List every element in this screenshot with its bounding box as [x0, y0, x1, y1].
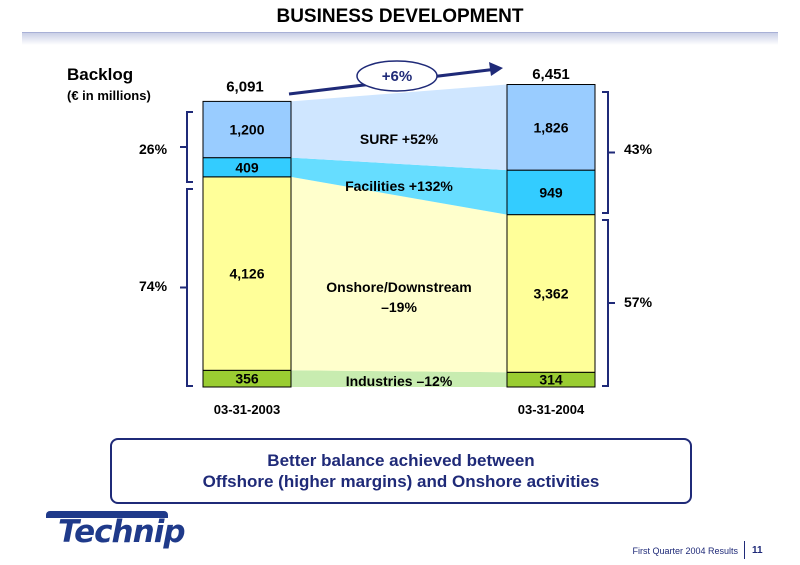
chart-subtitle: (€ in millions): [67, 88, 151, 103]
data-label: 314: [539, 372, 563, 388]
data-label: 1,826: [533, 119, 568, 135]
band-onshore-downstream: [291, 176, 507, 373]
share-label: 74%: [139, 278, 168, 294]
bar-segment: [506, 84, 596, 171]
share-label: 43%: [624, 141, 653, 157]
x-tick-label: 03-31-2004: [518, 402, 585, 417]
total-label: 6,451: [532, 66, 570, 83]
x-tick-label: 03-31-2003: [214, 402, 281, 417]
band-label-industries: Industries –12%: [346, 373, 453, 389]
bar-segment: [202, 100, 292, 159]
share-label: 26%: [139, 141, 168, 157]
brace-left-offshore: [180, 111, 193, 183]
data-label: 3,362: [533, 285, 568, 301]
bar-segment: [202, 176, 292, 371]
logo-swoosh: [46, 511, 168, 518]
band-facilities: [291, 157, 507, 215]
brace-right-offshore: [602, 91, 615, 214]
growth-bubble: [356, 60, 438, 92]
data-label: 409: [235, 159, 259, 175]
backlog-chart: 356 314 4,126 3,362 409 949 1,200 1,826 SURF +52…: [67, 60, 653, 417]
bar-segment: [506, 169, 596, 216]
page-title: BUSINESS DEVELOPMENT: [276, 6, 524, 27]
title-rule: [22, 32, 778, 45]
data-label: 4,126: [229, 266, 264, 282]
total-label: 6,091: [226, 78, 264, 95]
brace-right-onshore: [602, 219, 615, 387]
bar-segment: [506, 214, 596, 373]
conclusion-line-2: Offshore (higher margins) and Onshore ac…: [202, 472, 600, 491]
band-label-facilities: Facilities +132%: [345, 178, 453, 194]
data-label: 1,200: [229, 122, 264, 138]
page-number: 11: [752, 545, 763, 556]
band-surf: [291, 84, 507, 171]
chart-title: Backlog: [67, 65, 133, 84]
band-label-onshore: Onshore/Downstream: [326, 279, 471, 295]
footer-text: First Quarter 2004 Results: [632, 546, 738, 556]
conclusion-box: Better balance achieved between Offshore…: [110, 438, 692, 504]
conclusion-line-1: Better balance achieved between: [267, 451, 535, 470]
growth-arrowhead: [489, 62, 503, 76]
band-label-surf: SURF +52%: [360, 131, 439, 147]
data-label: 356: [235, 371, 259, 387]
share-label: 57%: [624, 294, 653, 310]
technip-logo: Technip: [58, 514, 186, 550]
data-label: 949: [539, 184, 563, 200]
band-label-onshore-change: –19%: [381, 299, 417, 315]
growth-label: +6%: [382, 68, 412, 85]
band-industries: [291, 370, 507, 387]
footer-divider: [744, 541, 745, 559]
brace-left-onshore: [180, 188, 193, 387]
